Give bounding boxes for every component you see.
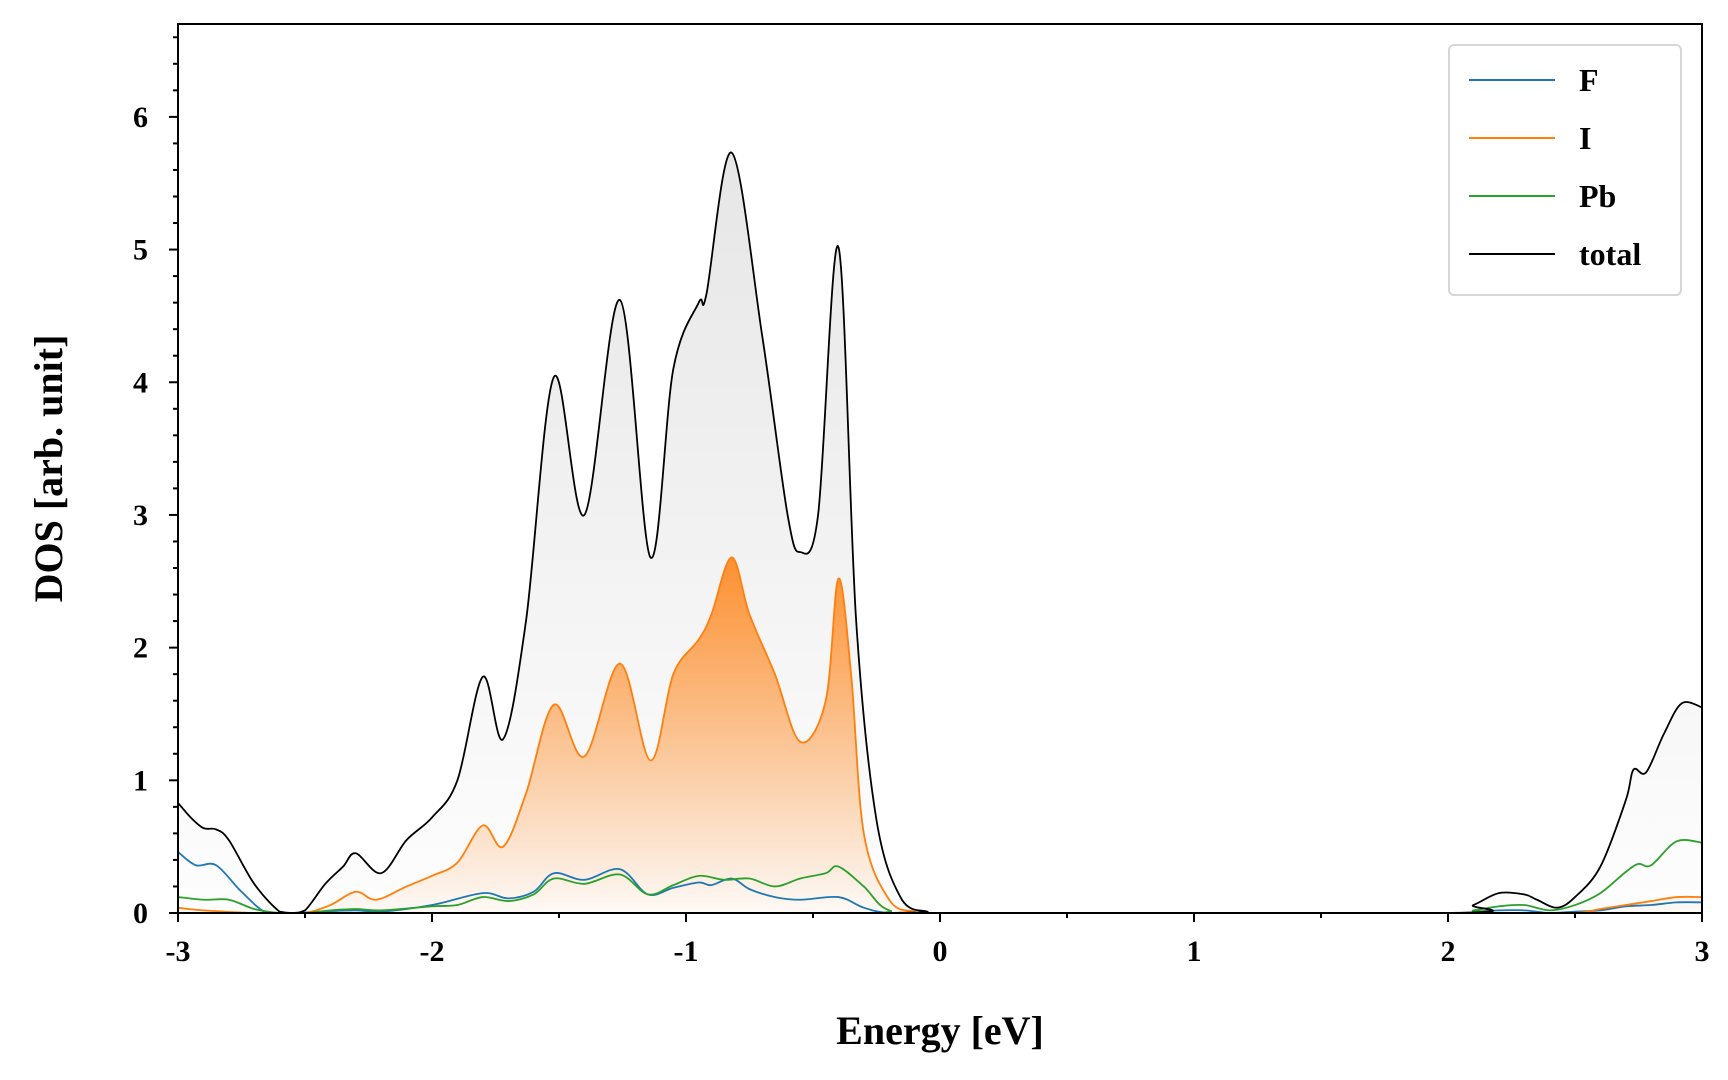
x-tick-label: -2 [420, 935, 445, 968]
legend-label-i: I [1579, 120, 1591, 156]
series-line-pb [177, 839, 1703, 914]
x-tick-label: 2 [1441, 935, 1456, 968]
x-tick-label: -3 [166, 935, 191, 968]
x-tick-label: -1 [674, 935, 699, 968]
series-line-f [177, 851, 1703, 914]
series-line-total [177, 151, 1703, 914]
legend-box [1448, 44, 1682, 296]
legend: FI Pb total [1448, 44, 1682, 296]
series-fill-I [178, 557, 1702, 913]
y-axis-title: DOS [arb. unit] [26, 335, 71, 603]
y-tick-label: 1 [133, 764, 148, 797]
legend-label-f: F [1579, 62, 1599, 98]
series-fills [178, 152, 1702, 913]
legend-label-pb: Pb [1579, 178, 1616, 214]
x-tick-label: 0 [933, 935, 948, 968]
y-tick-label: 3 [133, 499, 148, 532]
x-axis-title: Energy [eV] [836, 1008, 1044, 1053]
x-tick-label: 1 [1187, 935, 1202, 968]
y-tick-label: 6 [133, 101, 148, 134]
x-tick-label: 3 [1695, 935, 1710, 968]
legend-label-total: total [1579, 236, 1641, 272]
y-tick-label: 5 [133, 234, 148, 267]
y-tick-label: 2 [133, 632, 148, 665]
y-tick-label: 0 [133, 897, 148, 930]
x-axis: -3 -2 -1 0 1 2 3 [166, 913, 1710, 968]
y-tick-label: 4 [133, 366, 148, 399]
y-axis: 0 1 2 3 4 5 6 [133, 36, 178, 930]
